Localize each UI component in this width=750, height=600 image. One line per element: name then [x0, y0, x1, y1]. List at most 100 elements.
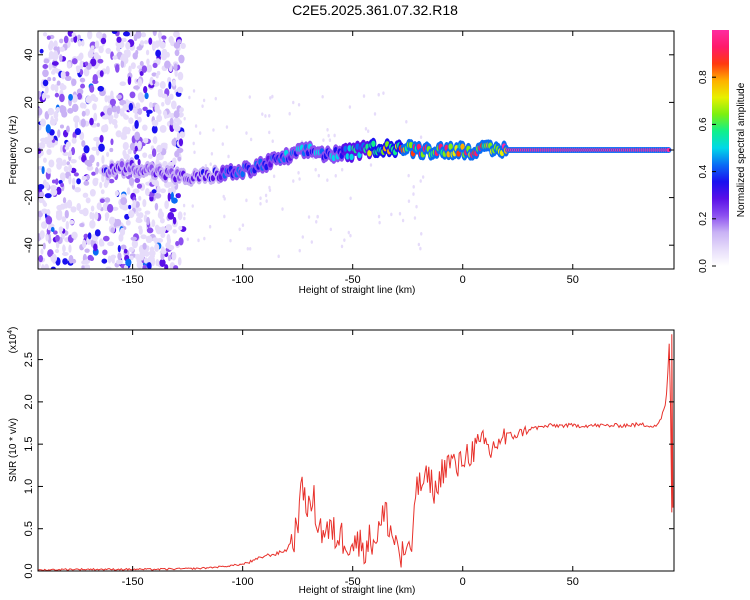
noise-blob [42, 32, 48, 37]
noise-blob [80, 118, 86, 128]
noise-blob [62, 197, 67, 204]
noise-blob [322, 138, 325, 142]
noise-blob [120, 244, 127, 250]
noise-blob [89, 219, 96, 229]
noise-blob [148, 153, 153, 160]
noise-blob [41, 166, 45, 175]
noise-blob [192, 89, 196, 93]
noise-blob [54, 83, 59, 93]
noise-blob [98, 45, 104, 54]
noise-blob [173, 31, 180, 38]
x-tick-label: 50 [567, 274, 579, 286]
noise-blob [74, 187, 82, 193]
noise-blob [340, 167, 344, 172]
noise-blob [47, 76, 52, 82]
noise-blob [272, 174, 276, 179]
noise-blob [246, 246, 250, 251]
noise-blob [148, 83, 155, 88]
noise-blob [164, 142, 168, 151]
noise-blob [172, 157, 177, 165]
snr-plot: -150 -100 -50 0 50 0.0 0.5 1.0 1.5 2.0 2.5 Height… [7, 327, 675, 596]
noise-blob [116, 259, 123, 265]
noise-blob [194, 124, 198, 128]
noise-blob [314, 167, 317, 172]
noise-blob [102, 249, 108, 256]
y-tick-label: -40 [23, 237, 35, 253]
noise-blob [55, 157, 63, 165]
noise-blob [111, 206, 119, 211]
noise-blob [159, 188, 167, 194]
y-tick-label: 40 [23, 49, 35, 61]
noise-blob [145, 188, 150, 196]
noise-blob [137, 140, 142, 150]
ridge-point [349, 153, 354, 161]
noise-blob [347, 230, 350, 235]
noise-blob [72, 177, 76, 186]
x-tick-label: -100 [232, 274, 254, 286]
noise-blob [110, 138, 114, 146]
noise-blob [209, 162, 212, 167]
noise-blob [138, 212, 144, 219]
noise-blob [201, 104, 204, 108]
y-tick-label: 1.5 [23, 437, 35, 452]
noise-blob [42, 157, 47, 163]
noise-blob [203, 236, 206, 241]
noise-blob [108, 178, 115, 184]
snr-y-ticks: 0.0 0.5 1.0 1.5 2.0 2.5 [23, 352, 674, 579]
noise-blob [76, 88, 84, 95]
noise-blob [91, 96, 99, 102]
noise-blob [45, 124, 51, 134]
noise-blob [89, 117, 94, 126]
noise-blob [48, 249, 53, 257]
noise-blob [152, 136, 158, 145]
noise-blob [97, 58, 104, 64]
noise-blob [54, 248, 60, 254]
noise-blob [79, 131, 85, 141]
y-tick-label: 0.5 [23, 521, 35, 536]
noise-blob [164, 96, 171, 106]
noise-blob [132, 107, 138, 114]
noise-blob [151, 257, 156, 267]
noise-blob [46, 148, 52, 155]
noise-blob [179, 131, 185, 138]
noise-blob [121, 37, 127, 43]
noise-blob [127, 76, 132, 86]
noise-blob [81, 110, 86, 117]
noise-blob [39, 141, 46, 149]
snr-y-label: SNR (10 * v/v) [8, 418, 19, 482]
noise-blob [109, 216, 115, 226]
noise-blob [71, 231, 78, 240]
noise-blob [101, 115, 109, 120]
noise-blob [229, 238, 232, 243]
noise-blob [48, 159, 55, 168]
noise-blob [47, 225, 52, 231]
noise-blob [45, 85, 49, 94]
noise-blob [41, 92, 46, 101]
noise-blob [271, 94, 274, 99]
noise-blob [68, 93, 73, 101]
noise-blob [80, 83, 86, 89]
noise-blob [169, 117, 174, 126]
noise-blob [298, 248, 301, 253]
noise-blob [268, 185, 271, 190]
noise-blob [101, 155, 105, 164]
noise-blob [68, 164, 72, 173]
noise-blob [42, 79, 49, 87]
noise-blob [407, 173, 410, 178]
noise-blob [81, 239, 87, 249]
noise-blob [68, 175, 72, 185]
noise-blob [61, 110, 68, 118]
noise-blob [93, 52, 99, 60]
noise-blob [128, 177, 135, 186]
noise-blob [51, 61, 59, 66]
noise-blob [362, 94, 366, 98]
noise-blob [45, 181, 50, 190]
noise-blob [168, 81, 172, 90]
noise-blob [167, 192, 171, 202]
noise-blob [170, 100, 177, 110]
noise-blob [73, 172, 79, 177]
noise-blob [53, 46, 59, 51]
noise-blob [69, 219, 75, 225]
noise-blob [169, 208, 177, 213]
noise-blob [119, 227, 126, 236]
